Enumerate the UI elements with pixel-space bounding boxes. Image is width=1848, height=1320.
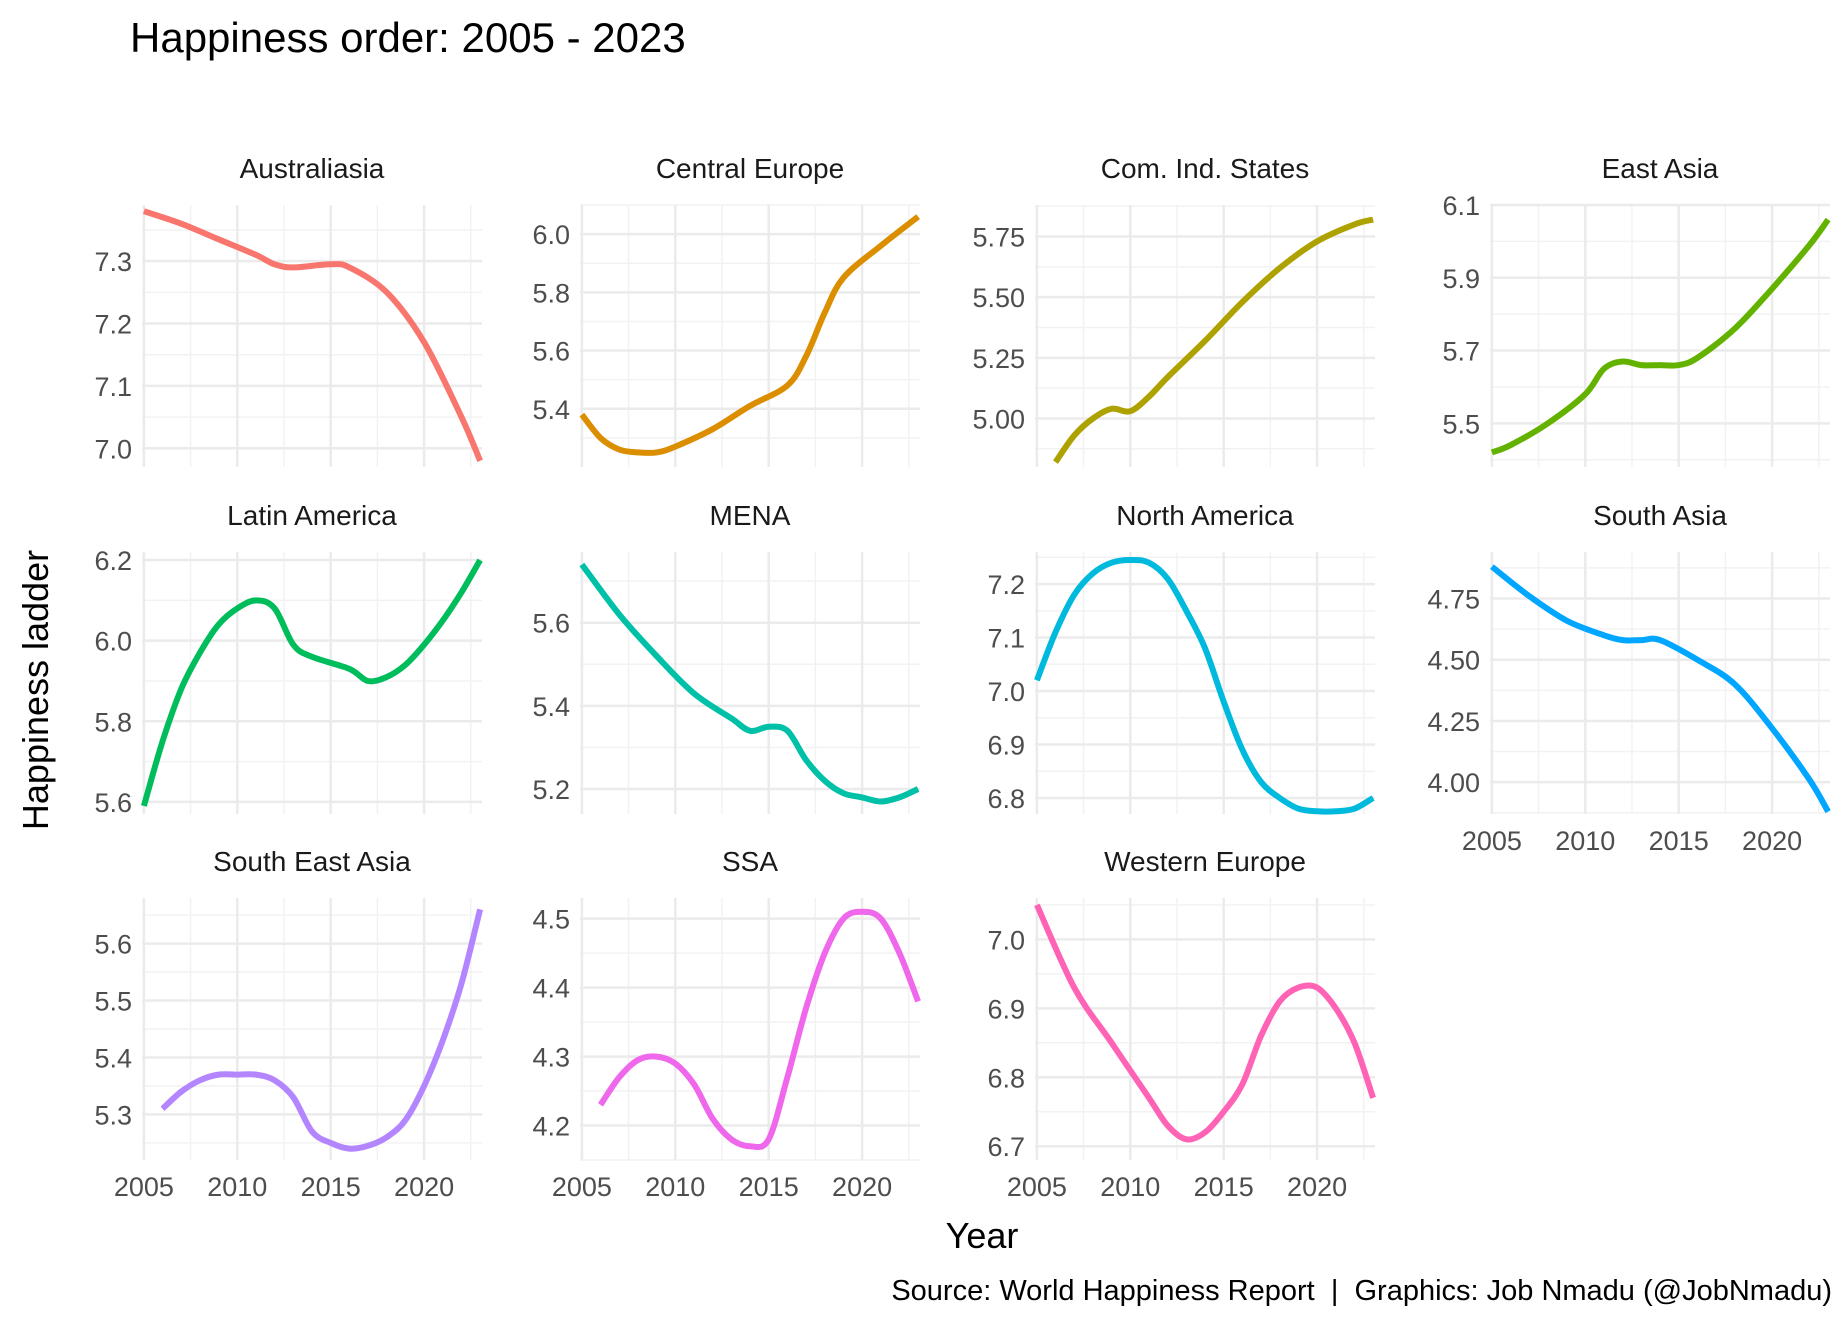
facet-western-europe: 6.7 6.8 6.9 7.0 Western Europe 2005 2010 2015 20… — [987, 846, 1376, 1202]
y-tick-label: 6.7 — [987, 1132, 1025, 1162]
facet-label-ssa: SSA — [722, 846, 778, 877]
y-tick-label: 5.9 — [1442, 264, 1480, 294]
facet-south-east-asia: 5.3 5.4 5.5 5.6 South East Asia 2005 2010 2015 2… — [94, 846, 484, 1202]
y-tick-label: 5.6 — [532, 337, 570, 367]
y-tick-label: 5.8 — [94, 707, 132, 737]
y-tick-label: 5.4 — [94, 1043, 132, 1073]
y-tick-label: 5.4 — [532, 692, 570, 722]
x-tick-label: 2010 — [1100, 1172, 1160, 1202]
y-tick-label: 6.8 — [987, 784, 1025, 814]
y-tick-label: 5.5 — [94, 987, 132, 1017]
y-tick-label: 5.6 — [94, 930, 132, 960]
facet-label-central-europe: Central Europe — [656, 153, 844, 184]
y-tick-label: 4.2 — [532, 1112, 570, 1142]
facet-label-north-america: North America — [1116, 500, 1294, 531]
x-tick-label: 2010 — [207, 1172, 267, 1202]
facet-ssa: 4.2 4.3 4.4 4.5 SSA 2005 2010 2015 2020 — [532, 846, 921, 1202]
facet-label-latin-america: Latin America — [227, 500, 397, 531]
y-tick-label: 6.1 — [1442, 191, 1480, 221]
y-tick-label: 7.1 — [94, 372, 132, 402]
x-tick-label: 2020 — [832, 1172, 892, 1202]
y-tick-label: 6.9 — [987, 730, 1025, 760]
chart-caption: Source: World Happiness Report | Graphic… — [891, 1275, 1832, 1307]
y-tick-label: 7.0 — [987, 677, 1025, 707]
y-tick-label: 6.8 — [987, 1063, 1025, 1093]
facet-label-com-ind-states: Com. Ind. States — [1101, 153, 1310, 184]
series-line-mena — [579, 562, 920, 805]
facet-label-western-europe: Western Europe — [1104, 846, 1306, 877]
series-line-central-europe — [579, 214, 920, 456]
facet-label-south-east-asia: South East Asia — [213, 846, 411, 877]
series-line-north-america — [1034, 556, 1375, 815]
y-tick-label: 7.0 — [987, 925, 1025, 955]
facet-mena: 5.2 5.4 5.6 MENA — [532, 500, 920, 814]
y-tick-label: 5.6 — [94, 788, 132, 818]
facet-panels: 7.0 7.1 7.2 7.3 Australiasia 5.4 5.6 5.8 6.0 Cent… — [94, 153, 1831, 1202]
x-axis-title: Year — [946, 1215, 1019, 1256]
y-tick-label: 6.0 — [532, 220, 570, 250]
y-tick-label: 5.6 — [532, 609, 570, 639]
y-tick-label: 7.1 — [987, 624, 1025, 654]
y-tick-label: 4.00 — [1427, 768, 1480, 798]
y-axis-title: Happiness ladder — [15, 550, 56, 830]
facet-australiasia: 7.0 7.1 7.2 7.3 Australiasia — [94, 153, 483, 467]
series-line-australiasia — [142, 208, 483, 462]
facet-label-mena: MENA — [710, 500, 791, 531]
facet-label-east-asia: East Asia — [1602, 153, 1719, 184]
y-tick-label: 5.5 — [1442, 409, 1480, 439]
y-tick-label: 6.0 — [94, 627, 132, 657]
y-tick-label: 5.4 — [532, 395, 570, 425]
facet-south-asia: 4.00 4.25 4.50 4.75 South Asia 2005 2010 2015 20… — [1427, 500, 1831, 856]
series-line-south-east-asia — [160, 908, 484, 1152]
facet-label-south-asia: South Asia — [1593, 500, 1727, 531]
x-tick-label: 2005 — [114, 1172, 174, 1202]
facet-east-asia: 5.5 5.7 5.9 6.1 East Asia — [1442, 153, 1831, 467]
facet-com-ind-states: 5.00 5.25 5.50 5.75 Com. Ind. States — [972, 153, 1375, 467]
y-tick-label: 4.25 — [1427, 707, 1480, 737]
y-tick-label: 6.2 — [94, 546, 132, 576]
x-tick-label: 2010 — [1555, 826, 1615, 856]
x-tick-label: 2020 — [1742, 826, 1802, 856]
facet-north-america: 6.8 6.9 7.0 7.1 7.2 North America — [987, 500, 1375, 815]
x-tick-label: 2020 — [394, 1172, 454, 1202]
y-tick-label: 4.5 — [532, 905, 570, 935]
x-tick-label: 2015 — [1194, 1172, 1254, 1202]
series-line-south-asia — [1490, 564, 1831, 814]
y-tick-label: 4.75 — [1427, 585, 1480, 615]
y-tick-label: 5.8 — [532, 278, 570, 308]
y-tick-label: 6.9 — [987, 994, 1025, 1024]
y-tick-label: 5.50 — [972, 283, 1025, 313]
x-tick-label: 2005 — [1462, 826, 1522, 856]
y-tick-label: 5.25 — [972, 344, 1025, 374]
y-tick-label: 4.50 — [1427, 646, 1480, 676]
x-tick-label: 2020 — [1287, 1172, 1347, 1202]
chart-title: Happiness order: 2005 - 2023 — [130, 14, 686, 61]
y-tick-label: 7.3 — [94, 247, 132, 277]
facet-latin-america: 5.6 5.8 6.0 6.2 Latin America — [94, 500, 483, 818]
x-tick-label: 2005 — [552, 1172, 612, 1202]
y-tick-label: 5.2 — [532, 775, 570, 805]
y-tick-label: 5.3 — [94, 1100, 132, 1130]
x-tick-label: 2015 — [301, 1172, 361, 1202]
y-tick-label: 5.00 — [972, 404, 1025, 434]
series-line-east-asia — [1490, 217, 1831, 456]
y-tick-label: 5.75 — [972, 223, 1025, 253]
series-line-com-ind-states — [1053, 216, 1374, 464]
facet-label-australiasia: Australiasia — [240, 153, 385, 184]
x-tick-label: 2010 — [645, 1172, 705, 1202]
y-tick-label: 7.2 — [94, 310, 132, 340]
series-line-western-europe — [1034, 903, 1376, 1143]
facet-central-europe: 5.4 5.6 5.8 6.0 Central Europe — [532, 153, 920, 467]
x-tick-label: 2015 — [1649, 826, 1709, 856]
y-tick-label: 7.0 — [94, 434, 132, 464]
x-tick-label: 2015 — [739, 1172, 799, 1202]
y-tick-label: 5.7 — [1442, 337, 1480, 367]
y-tick-label: 4.3 — [532, 1043, 570, 1073]
x-tick-label: 2005 — [1007, 1172, 1067, 1202]
series-line-latin-america — [141, 558, 483, 807]
series-line-ssa — [598, 908, 921, 1151]
y-tick-label: 7.2 — [987, 570, 1025, 600]
y-tick-label: 4.4 — [532, 974, 570, 1004]
